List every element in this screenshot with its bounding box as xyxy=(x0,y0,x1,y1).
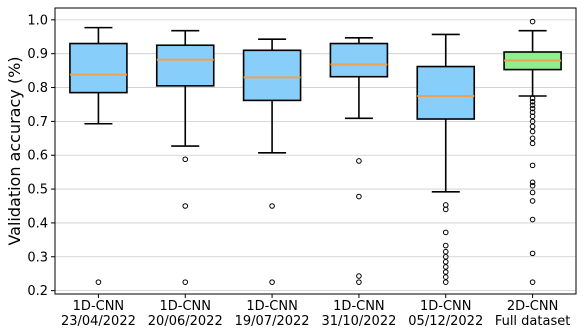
box-1 xyxy=(69,26,128,285)
y-tick-label: 0.5 xyxy=(27,183,48,198)
outlier-point xyxy=(529,95,536,102)
x-tick-label-model: 2D-CNN xyxy=(507,299,559,314)
outlier-point xyxy=(529,140,536,147)
iqr-box xyxy=(416,65,476,120)
outlier-point xyxy=(356,273,362,279)
outlier-point xyxy=(529,216,536,223)
outlier-point xyxy=(529,279,536,285)
plot-frame xyxy=(54,7,577,295)
outlier-point xyxy=(442,274,449,280)
x-tick-label-date: 20/06/2022 xyxy=(148,314,223,329)
box-2 xyxy=(155,29,215,285)
y-tick-label: 0.2 xyxy=(27,284,48,299)
outlier-point xyxy=(442,229,449,236)
y-axis-ticks: 0.2 0.3 0.4 0.5 0.6 0.7 0.8 0.9 1.0 xyxy=(27,13,55,299)
outlier-point xyxy=(95,279,102,285)
y-tick-label: 0.7 xyxy=(27,115,48,130)
outlier-point xyxy=(182,279,189,285)
x-tick-label-date: 23/04/2022 xyxy=(61,314,136,329)
x-tick-label-date: 19/07/2022 xyxy=(235,314,310,329)
box-6 xyxy=(503,18,562,285)
outlier-point xyxy=(269,203,275,209)
outlier-point xyxy=(529,109,536,116)
outlier-point xyxy=(442,264,449,270)
outlier-point xyxy=(529,182,536,189)
outlier-point xyxy=(529,18,536,25)
outlier-point xyxy=(442,206,449,213)
iqr-box xyxy=(329,42,389,78)
y-tick-label: 1.0 xyxy=(27,13,48,28)
outlier-point xyxy=(442,242,449,249)
y-tick-label: 0.8 xyxy=(27,81,48,96)
outlier-point xyxy=(442,279,449,285)
outlier-point xyxy=(442,248,449,255)
outlier-point xyxy=(529,135,536,142)
outlier-point xyxy=(529,128,536,135)
outlier-point xyxy=(356,279,362,285)
x-tick-label-date: 31/10/2022 xyxy=(321,314,396,329)
box-5 xyxy=(416,33,476,285)
outlier-point xyxy=(182,203,189,209)
outlier-point xyxy=(442,259,449,265)
outlier-point xyxy=(529,179,536,186)
outlier-point xyxy=(529,123,536,130)
y-tick-label: 0.9 xyxy=(27,47,48,62)
outlier-point xyxy=(182,156,189,163)
iqr-box xyxy=(69,42,128,94)
y-tick-label: 0.6 xyxy=(27,149,48,164)
x-tick-label-date: Full dataset xyxy=(495,314,571,329)
iqr-box xyxy=(155,44,215,87)
outlier-point xyxy=(269,279,275,285)
outlier-point xyxy=(529,250,536,257)
x-axis-ticks: 1D-CNN23/04/20221D-CNN20/06/20221D-CNN19… xyxy=(61,294,570,329)
iqr-box xyxy=(242,49,302,102)
outlier-point xyxy=(356,158,362,164)
outlier-point xyxy=(529,162,536,169)
x-tick-label-model: 1D-CNN xyxy=(160,299,212,314)
box-3 xyxy=(242,38,302,285)
x-tick-label-model: 1D-CNN xyxy=(73,299,125,314)
outlier-point xyxy=(529,102,536,108)
x-tick-label-date: 05/12/2022 xyxy=(408,314,483,329)
y-tick-label: 0.4 xyxy=(27,216,48,231)
outlier-point xyxy=(529,98,536,105)
box-series xyxy=(69,18,562,285)
y-tick-label: 0.3 xyxy=(27,250,48,265)
outlier-point xyxy=(356,193,362,200)
x-tick-label-model: 1D-CNN xyxy=(246,299,298,314)
outlier-point xyxy=(529,105,536,112)
y-axis-label: Validation accuracy (%) xyxy=(5,56,24,245)
outlier-point xyxy=(529,189,536,196)
grid-lines xyxy=(55,19,576,292)
box-4 xyxy=(329,36,389,285)
x-tick-label-model: 1D-CNN xyxy=(420,299,472,314)
outlier-point xyxy=(529,198,536,204)
x-tick-label-model: 1D-CNN xyxy=(333,299,385,314)
outlier-point xyxy=(442,269,449,275)
